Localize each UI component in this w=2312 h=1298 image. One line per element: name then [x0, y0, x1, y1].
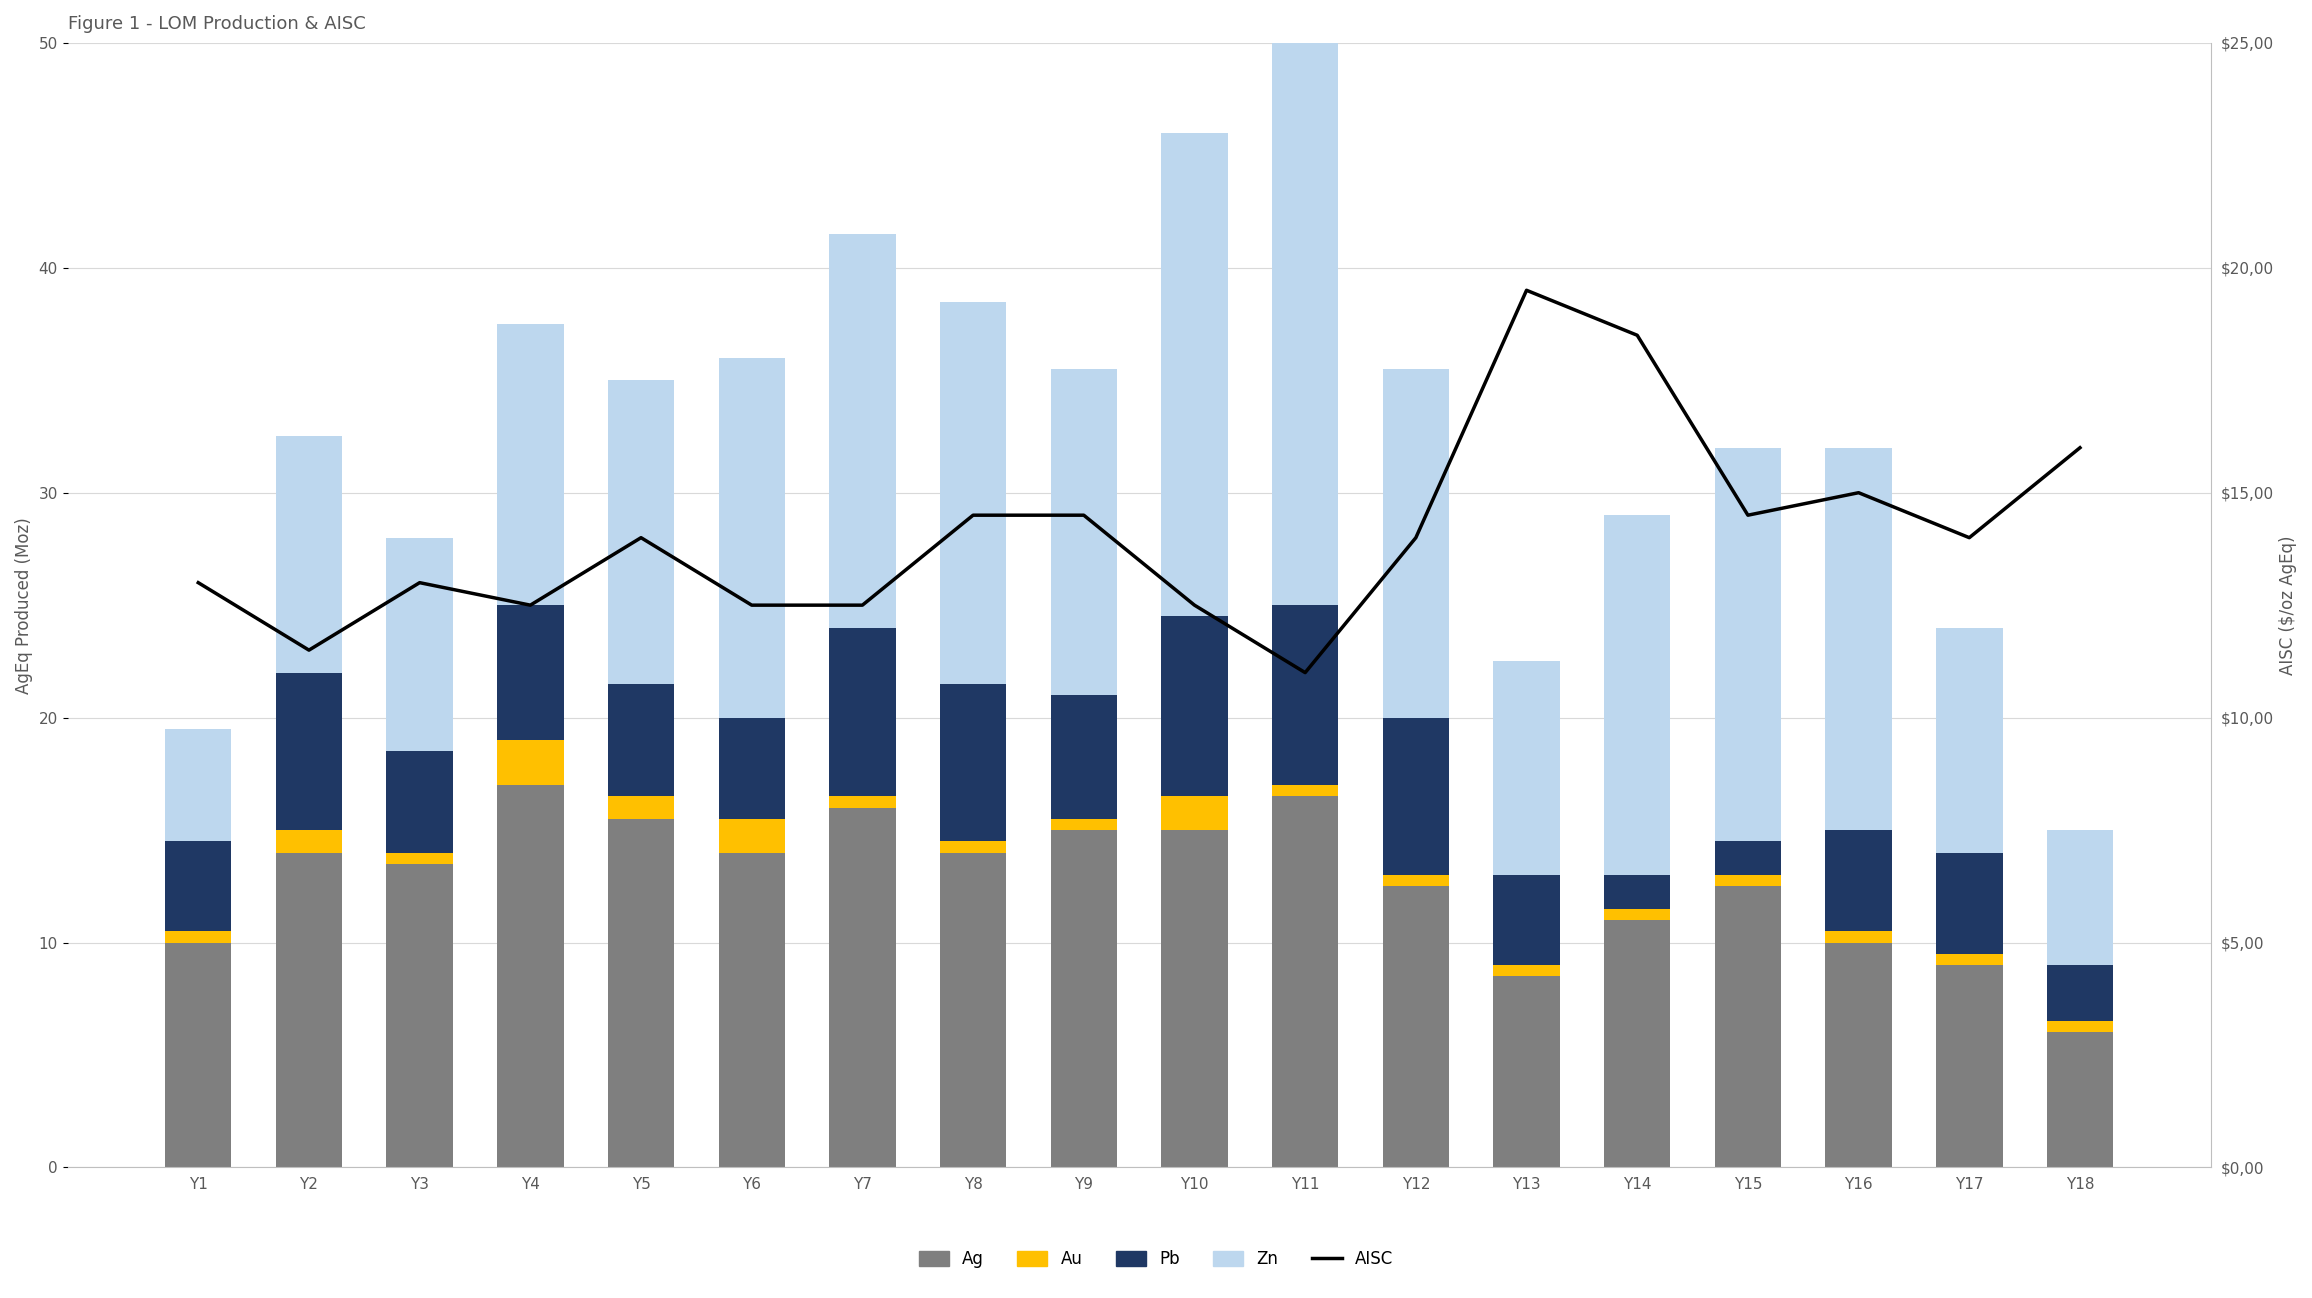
Bar — [1716, 448, 1780, 841]
Bar — [830, 628, 895, 797]
Bar — [1494, 964, 1561, 976]
Bar — [719, 358, 784, 718]
Bar — [719, 853, 784, 1167]
Bar — [1050, 696, 1117, 819]
Bar — [2046, 829, 2113, 964]
Y-axis label: AISC ($/oz AgEq): AISC ($/oz AgEq) — [2280, 535, 2298, 675]
Bar — [1605, 909, 1672, 920]
Bar — [1272, 785, 1339, 797]
Bar — [1161, 797, 1228, 829]
Bar — [386, 752, 453, 853]
Bar — [1050, 369, 1117, 696]
Bar — [941, 853, 1006, 1167]
Bar — [164, 931, 231, 942]
Y-axis label: AgEq Produced (Moz): AgEq Produced (Moz) — [14, 517, 32, 693]
AISC — [959, 508, 987, 523]
AISC — [1292, 665, 1320, 680]
Bar — [830, 234, 895, 628]
Bar — [608, 819, 675, 1167]
Bar — [1935, 628, 2002, 853]
Bar — [1494, 875, 1561, 964]
AISC — [1623, 327, 1651, 343]
Bar — [1605, 875, 1672, 909]
Bar — [608, 380, 675, 684]
Bar — [497, 605, 564, 740]
Bar — [1716, 887, 1780, 1167]
Bar — [1272, 605, 1339, 785]
AISC — [296, 643, 324, 658]
Bar — [608, 797, 675, 819]
Bar — [1494, 662, 1561, 875]
Bar — [1383, 369, 1450, 718]
Bar — [1494, 976, 1561, 1167]
Bar — [164, 729, 231, 841]
AISC — [1181, 597, 1209, 613]
Legend: Ag, Au, Pb, Zn, AISC: Ag, Au, Pb, Zn, AISC — [911, 1242, 1401, 1277]
AISC — [1070, 508, 1098, 523]
Bar — [275, 829, 342, 853]
Bar — [1272, 797, 1339, 1167]
Bar — [1826, 829, 1891, 931]
Bar — [164, 942, 231, 1167]
Bar — [275, 672, 342, 829]
Bar — [1383, 875, 1450, 887]
AISC — [185, 575, 213, 591]
Bar — [1383, 887, 1450, 1167]
AISC — [1734, 508, 1762, 523]
Bar — [1161, 132, 1228, 617]
Bar — [1383, 718, 1450, 875]
Line: AISC: AISC — [199, 291, 2081, 672]
Bar — [1050, 829, 1117, 1167]
Bar — [1826, 942, 1891, 1167]
Bar — [1161, 829, 1228, 1167]
Bar — [719, 718, 784, 819]
Bar — [719, 819, 784, 853]
Bar — [1272, 31, 1339, 605]
Bar — [497, 785, 564, 1167]
Bar — [497, 740, 564, 785]
AISC — [1401, 530, 1429, 545]
Bar — [275, 436, 342, 672]
Bar — [2046, 1022, 2113, 1032]
Bar — [164, 841, 231, 931]
Text: Figure 1 - LOM Production & AISC: Figure 1 - LOM Production & AISC — [67, 16, 365, 32]
Bar — [1716, 875, 1780, 887]
Bar — [1935, 964, 2002, 1167]
Bar — [275, 853, 342, 1167]
Bar — [1605, 920, 1672, 1167]
Bar — [2046, 1032, 2113, 1167]
Bar — [941, 684, 1006, 841]
AISC — [849, 597, 876, 613]
Bar — [386, 863, 453, 1167]
Bar — [830, 797, 895, 807]
Bar — [1826, 448, 1891, 829]
Bar — [497, 324, 564, 605]
AISC — [2067, 440, 2095, 456]
Bar — [1050, 819, 1117, 829]
AISC — [407, 575, 435, 591]
AISC — [1956, 530, 1984, 545]
AISC — [627, 530, 654, 545]
Bar — [386, 537, 453, 752]
Bar — [1161, 617, 1228, 797]
Bar — [830, 807, 895, 1167]
AISC — [738, 597, 765, 613]
Bar — [1716, 841, 1780, 875]
Bar — [1935, 853, 2002, 954]
Bar — [608, 684, 675, 797]
Bar — [941, 841, 1006, 853]
Bar — [941, 301, 1006, 684]
Bar — [1935, 954, 2002, 964]
Bar — [1826, 931, 1891, 942]
AISC — [1845, 485, 1873, 501]
Bar — [386, 853, 453, 863]
AISC — [516, 597, 543, 613]
Bar — [1605, 515, 1672, 875]
Bar — [2046, 964, 2113, 1022]
AISC — [1512, 283, 1540, 299]
